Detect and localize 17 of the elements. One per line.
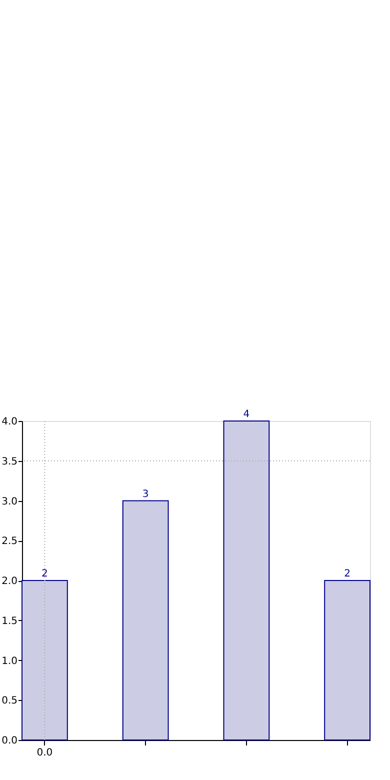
y-tick-label: 3.5 bbox=[2, 456, 18, 468]
y-tick-label: 0.5 bbox=[2, 696, 18, 707]
bar bbox=[122, 500, 169, 740]
y-tick-label: 0.0 bbox=[2, 736, 18, 746]
y-tick-label: 2.0 bbox=[2, 576, 18, 587]
data-label: 2 bbox=[42, 568, 48, 580]
data-label: 2 bbox=[344, 568, 350, 580]
bar bbox=[223, 420, 270, 740]
data-label: 4 bbox=[243, 409, 250, 420]
y-tick-label: 1.5 bbox=[2, 616, 18, 627]
y-tick-label: 4.0 bbox=[2, 416, 18, 428]
y-tick-label: 2.5 bbox=[2, 536, 18, 548]
y-tick-label: 1.0 bbox=[2, 656, 18, 667]
y-tick-label: 3.0 bbox=[2, 496, 18, 508]
bar bbox=[324, 580, 370, 740]
bar bbox=[22, 580, 68, 740]
data-label: 3 bbox=[142, 488, 149, 500]
